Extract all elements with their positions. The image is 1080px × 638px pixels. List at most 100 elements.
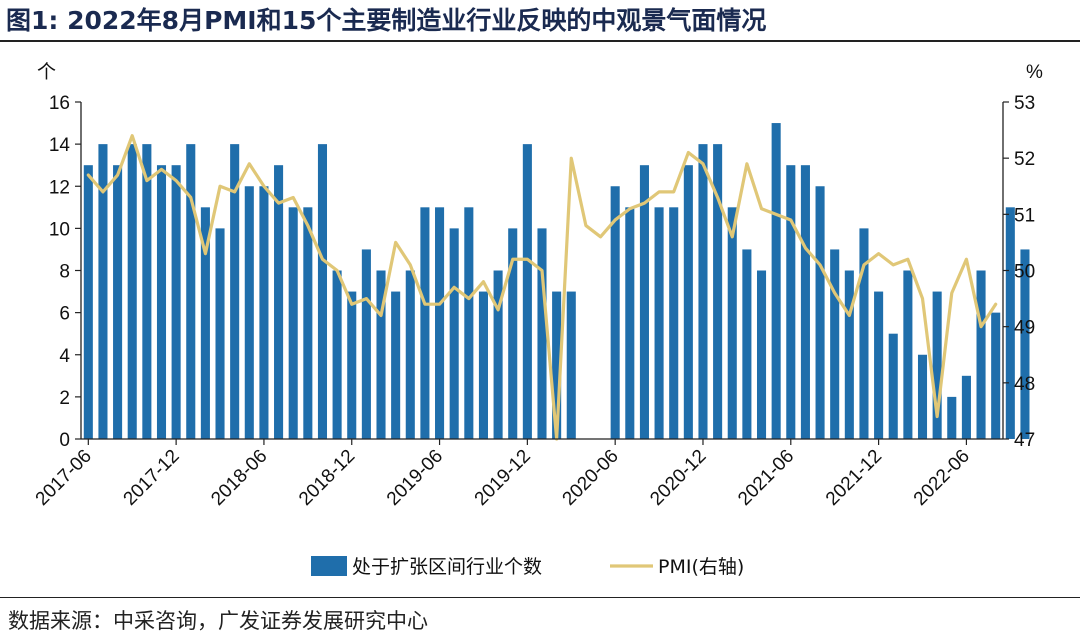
bar-2019-08 xyxy=(464,207,474,439)
bar-2018-10 xyxy=(317,144,328,440)
combo-chart: 0 2 4 6 8 10 12 14 16 47 48 49 50 51 52 53 个 % 2017-06 2017… xyxy=(32,61,1043,578)
bar-2019-01 xyxy=(361,249,371,439)
legend-bar-label: 处于扩张区间行业个数 xyxy=(352,556,542,578)
left-tick-label: 6 xyxy=(59,304,70,325)
bar-2017-10 xyxy=(142,144,152,440)
right-tick-label: 48 xyxy=(1014,374,1035,395)
x-tick-label: 2017-06 xyxy=(32,446,96,510)
bar-2021-04 xyxy=(756,270,767,439)
bar-2021-06 xyxy=(786,165,796,439)
bar-2019-09 xyxy=(478,291,488,439)
left-tick-label: 0 xyxy=(59,430,70,451)
source-note: 数据来源：中采咨询，广发证券发展研究中心 xyxy=(8,609,428,633)
bar-2019-12 xyxy=(522,144,532,440)
bars-series xyxy=(83,123,1030,440)
bar-2021-11 xyxy=(859,228,869,440)
bar-2021-01 xyxy=(713,144,723,440)
bar-2018-06 xyxy=(259,186,269,439)
x-tick-label: 2017-12 xyxy=(120,446,184,510)
left-tick-label: 4 xyxy=(59,346,70,367)
bar-2017-11 xyxy=(156,165,167,439)
x-tick-label: 2019-12 xyxy=(471,446,535,510)
bar-2018-12 xyxy=(347,291,357,439)
right-tick-label: 52 xyxy=(1014,149,1035,170)
left-tick-label: 8 xyxy=(59,262,70,283)
pmi-line-series xyxy=(86,134,998,441)
legend-bar-swatch xyxy=(311,556,347,576)
bar-2018-05 xyxy=(244,186,254,439)
left-tick-label: 2 xyxy=(59,388,70,409)
bar-2020-12 xyxy=(698,144,708,440)
bar-2019-06 xyxy=(435,207,445,439)
bar-2017-06 xyxy=(83,165,93,439)
bar-2021-02 xyxy=(727,207,737,439)
source-divider xyxy=(0,597,1080,598)
pmi-line xyxy=(86,134,998,441)
x-tick-label: 2022-06 xyxy=(910,446,974,510)
bar-2020-02 xyxy=(552,291,562,439)
bar-2020-10 xyxy=(669,207,679,439)
left-tick-label: 16 xyxy=(49,93,70,114)
left-tick-label: 14 xyxy=(49,135,71,156)
bar-2018-09 xyxy=(303,207,313,439)
bar-2017-12 xyxy=(171,165,181,439)
bar-2021-07 xyxy=(800,165,810,439)
bar-2022-08 xyxy=(991,312,1001,440)
bar-2017-07 xyxy=(98,144,108,440)
bar-2019-11 xyxy=(508,228,518,440)
bar-2018-04 xyxy=(230,144,240,440)
bar-2017-08 xyxy=(113,165,123,439)
left-tick-label: 12 xyxy=(49,177,70,198)
right-axis-unit: % xyxy=(1026,62,1043,83)
bar-2021-09 xyxy=(830,249,840,439)
x-tick-label: 2021-12 xyxy=(822,446,886,510)
left-axis-unit: 个 xyxy=(37,61,56,83)
bar-2020-06 xyxy=(610,186,620,439)
chart-title: 图1: 2022年8月PMI和15个主要制造业行业反映的中观景气面情况 xyxy=(6,6,767,35)
bar-2022-05 xyxy=(947,396,957,440)
left-tick-label: 10 xyxy=(49,219,70,240)
right-tick-label: 47 xyxy=(1014,430,1035,451)
bar-2022-04 xyxy=(932,291,942,439)
bar-2018-07 xyxy=(274,165,284,439)
bar-2019-03 xyxy=(391,291,401,439)
bar-2018-11 xyxy=(332,270,342,439)
bar-2021-08 xyxy=(815,186,825,439)
bar-2019-04 xyxy=(405,270,415,439)
bar-undefined xyxy=(1005,207,1015,439)
x-tick-label: 2021-06 xyxy=(734,446,798,510)
x-tick-label: 2018-12 xyxy=(295,446,359,510)
bar-2017-09 xyxy=(127,144,137,440)
bar-2021-03 xyxy=(742,249,752,439)
bar-2022-07 xyxy=(976,270,986,439)
bar-2022-02 xyxy=(903,270,913,439)
bar-2019-02 xyxy=(376,270,386,439)
bar-undefined xyxy=(1020,249,1030,439)
x-tick-label: 2020-12 xyxy=(646,446,710,510)
bar-2019-10 xyxy=(493,270,503,439)
bar-2020-01 xyxy=(537,228,547,440)
bar-2021-12 xyxy=(874,291,884,439)
bar-2019-05 xyxy=(420,207,430,439)
right-tick-label: 53 xyxy=(1014,93,1035,114)
bar-2018-02 xyxy=(200,207,210,439)
bar-2022-03 xyxy=(917,354,928,439)
bar-2021-10 xyxy=(844,270,854,439)
x-tick-label: 2019-06 xyxy=(383,446,447,510)
bar-2020-09 xyxy=(654,207,664,439)
legend-line-label: PMI(右轴) xyxy=(658,556,744,578)
bar-2020-08 xyxy=(639,165,649,439)
right-tick-label: 51 xyxy=(1014,205,1035,226)
bar-2018-08 xyxy=(288,207,298,439)
bar-2022-01 xyxy=(888,333,898,439)
bar-2018-01 xyxy=(186,144,196,440)
bar-2021-05 xyxy=(771,123,781,439)
x-tick-label: 2020-06 xyxy=(559,446,623,510)
bar-2020-03 xyxy=(566,291,576,439)
x-tick-label: 2018-06 xyxy=(207,446,271,510)
right-tick-label: 49 xyxy=(1014,318,1035,339)
bar-2022-06 xyxy=(961,375,971,439)
bar-2019-07 xyxy=(449,228,459,440)
right-tick-label: 50 xyxy=(1014,262,1035,283)
title-divider xyxy=(0,40,1080,42)
